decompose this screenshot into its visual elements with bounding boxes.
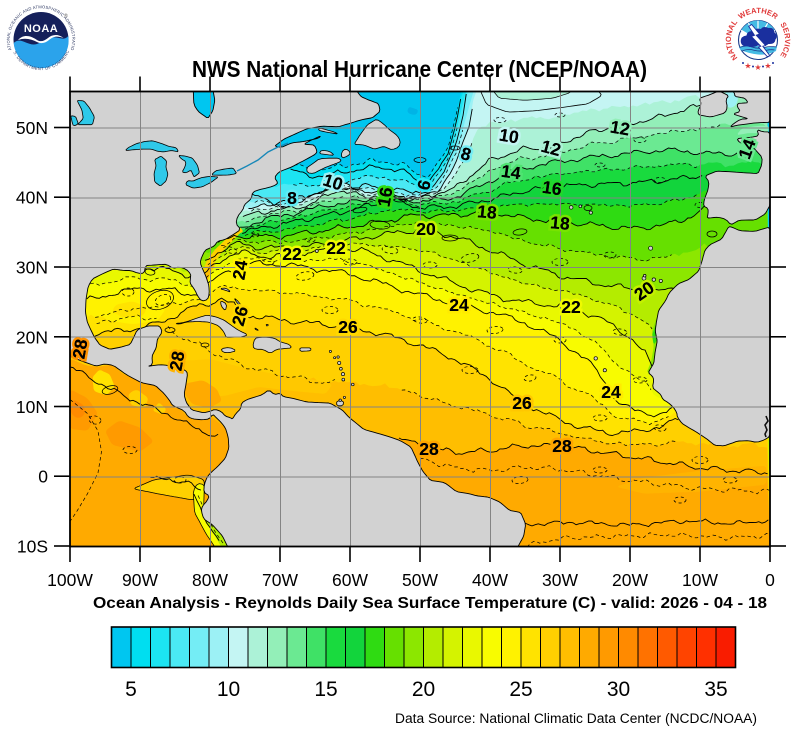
svg-text:22: 22 [326,238,346,258]
svg-text:10N: 10N [16,397,48,417]
svg-text:15: 15 [314,678,337,701]
svg-text:NWS National Hurricane Center: NWS National Hurricane Center (NCEP/NOAA… [192,56,647,82]
svg-text:24: 24 [449,295,469,315]
svg-text:8: 8 [287,188,297,208]
svg-text:16: 16 [373,185,396,208]
svg-text:90W: 90W [122,570,158,590]
svg-text:10S: 10S [17,537,48,557]
svg-text:28: 28 [165,349,188,372]
svg-text:28: 28 [68,337,91,360]
svg-text:10: 10 [217,678,240,701]
svg-text:24: 24 [601,382,621,402]
svg-text:22: 22 [282,244,302,264]
svg-text:20N: 20N [16,327,48,347]
svg-text:28: 28 [552,436,572,456]
svg-text:22: 22 [561,297,581,317]
svg-text:8: 8 [287,188,297,208]
svg-text:Data Source: National Climatic: Data Source: National Climatic Data Cent… [395,711,757,726]
svg-text:22: 22 [561,297,581,317]
svg-text:28: 28 [419,439,439,459]
svg-text:SERVICE: SERVICE [778,21,792,60]
svg-text:22: 22 [326,238,346,258]
svg-text:24: 24 [601,382,621,402]
svg-text:80W: 80W [192,570,228,590]
svg-text:50N: 50N [16,118,48,138]
svg-text:18: 18 [476,201,497,223]
svg-text:40N: 40N [16,188,48,208]
svg-text:20: 20 [416,219,436,239]
svg-text:18: 18 [549,212,570,234]
svg-text:26: 26 [338,317,358,337]
svg-text:26: 26 [512,393,532,413]
svg-text:26: 26 [512,393,532,413]
svg-text:0: 0 [765,570,775,590]
svg-text:10W: 10W [682,570,718,590]
svg-text:30N: 30N [16,258,48,278]
svg-text:28: 28 [419,439,439,459]
svg-text:★: ★ [744,62,751,71]
svg-text:20W: 20W [612,570,648,590]
svg-text:12: 12 [609,116,632,139]
svg-text:24: 24 [228,258,251,281]
svg-text:★: ★ [764,62,771,71]
svg-text:28: 28 [552,436,572,456]
svg-text:NOAA: NOAA [24,23,58,35]
svg-text:5: 5 [125,678,137,701]
svg-text:40W: 40W [472,570,508,590]
svg-text:22: 22 [282,244,302,264]
svg-text:★: ★ [754,63,761,72]
svg-text:20: 20 [416,219,436,239]
svg-text:30W: 30W [542,570,578,590]
svg-text:25: 25 [509,678,532,701]
svg-text:60W: 60W [332,570,368,590]
svg-text:14: 14 [500,161,522,184]
svg-text:20: 20 [412,678,435,701]
svg-text:Ocean Analysis - Reynolds Dail: Ocean Analysis - Reynolds Daily Sea Surf… [93,595,767,612]
svg-text:26: 26 [338,317,358,337]
svg-text:100W: 100W [47,570,93,590]
svg-text:35: 35 [704,678,727,701]
svg-text:24: 24 [449,295,469,315]
svg-text:50W: 50W [402,570,438,590]
svg-text:18: 18 [549,212,570,234]
svg-text:70W: 70W [262,570,298,590]
svg-text:10: 10 [498,124,521,147]
svg-text:0: 0 [38,467,48,487]
svg-text:®: ® [64,13,68,20]
svg-text:16: 16 [541,177,563,200]
svg-text:30: 30 [607,678,630,701]
svg-text:18: 18 [476,201,497,223]
